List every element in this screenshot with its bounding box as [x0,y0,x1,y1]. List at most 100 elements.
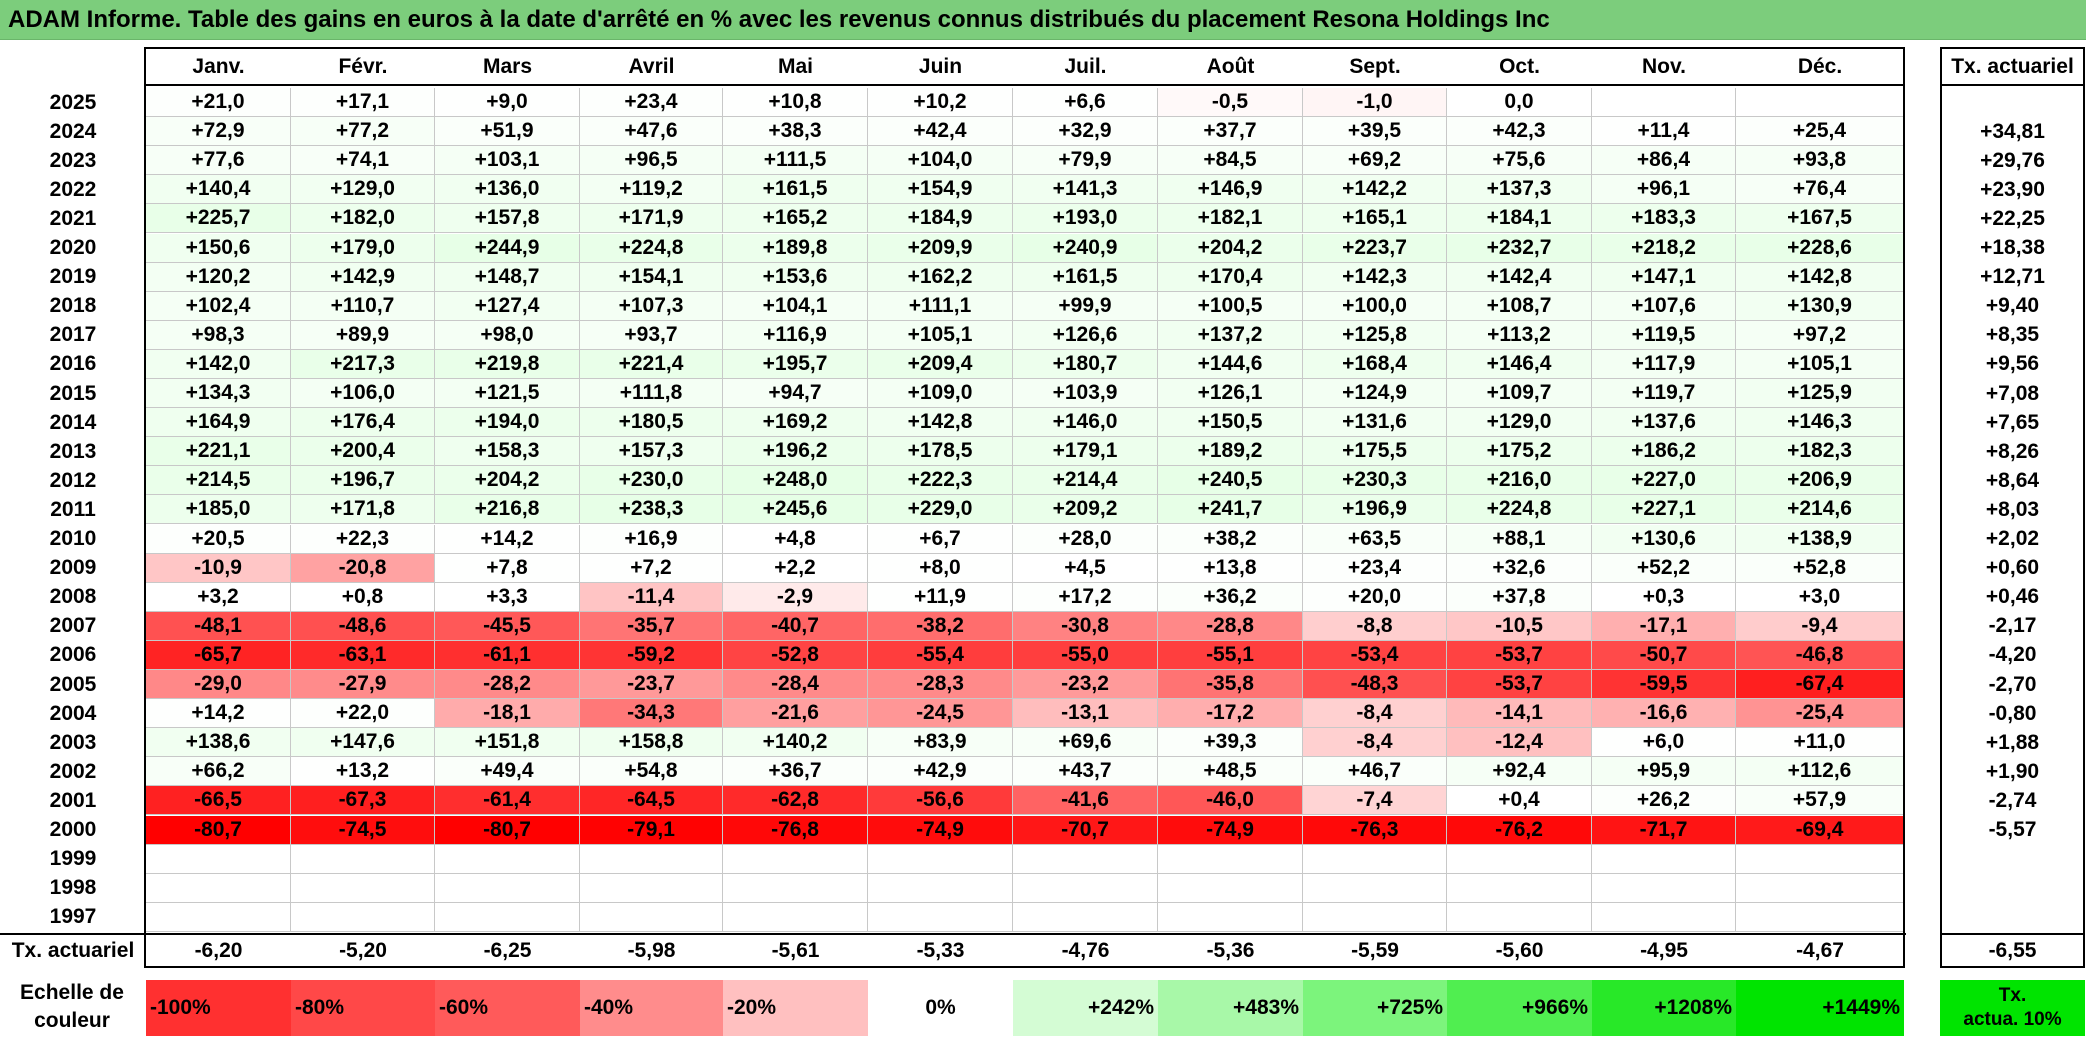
gain-cell: +43,7 [1013,757,1158,787]
gain-cell: +240,5 [1158,466,1303,496]
rate-cell: +8,64 [1985,468,2040,492]
footer-rate-cell: -5,20 [339,939,387,962]
gain-cell: +196,9 [1303,495,1447,525]
gain-cell [146,873,291,903]
gain-cell: -67,3 [291,786,435,816]
gain-cell: +13,8 [1158,553,1303,583]
gain-cell: +125,9 [1736,379,1904,409]
gain-cell: +116,9 [723,320,868,350]
gain-cell: +244,9 [435,233,580,263]
gain-cell: +100,5 [1158,291,1303,321]
gain-cell: +84,5 [1158,146,1303,176]
color-scale-cell: -80% [291,980,435,1036]
gain-cell: +36,2 [1158,582,1303,612]
gain-cell: +3,2 [146,582,291,612]
gain-cell: +98,3 [146,320,291,350]
gain-cell: +111,5 [723,146,868,176]
gain-cell: +48,5 [1158,757,1303,787]
gain-cell: +72,9 [146,117,291,147]
gain-cell: +206,9 [1736,466,1904,496]
gain-cell: -8,4 [1303,728,1447,758]
gain-cell: +119,7 [1592,379,1736,409]
gain-cell: +129,0 [1447,408,1592,438]
gain-cell: -38,2 [868,611,1013,641]
gain-cell: -14,1 [1447,699,1592,729]
gain-cell: +217,3 [291,349,435,379]
gain-cell: -76,3 [1303,815,1447,845]
year-label: 2022 [49,177,97,201]
gain-cell: +224,8 [580,233,723,263]
gain-cell: +196,2 [723,437,868,467]
gain-cell: +89,9 [291,320,435,350]
gain-cell: +137,3 [1447,175,1592,205]
gain-cell [1303,844,1447,874]
gain-cell [146,844,291,874]
footer-rate-cell: -4,76 [1061,939,1110,962]
gain-cell: -50,7 [1592,640,1736,670]
month-header: Janv. [192,54,245,78]
gain-cell: +241,7 [1158,495,1303,525]
gain-cell: +51,9 [435,117,580,147]
gain-cell: +228,6 [1736,233,1904,263]
gain-cell: -10,9 [146,553,291,583]
gain-cell: +129,0 [291,175,435,205]
gain-cell: +175,5 [1303,437,1447,467]
gain-cell: +37,7 [1158,117,1303,147]
gain-cell: -35,7 [580,611,723,641]
gain-cell [1592,873,1736,903]
gain-cell: +57,9 [1736,786,1904,816]
gain-cell: +125,8 [1303,320,1447,350]
gain-cell: +179,1 [1013,437,1158,467]
gain-cell: +94,7 [723,379,868,409]
year-label: 2018 [49,294,97,318]
gain-cell: +39,3 [1158,728,1303,758]
gain-cell: +99,9 [1013,291,1158,321]
footer-rate-cell: -4,95 [1640,939,1688,962]
gain-cell: +77,6 [146,146,291,176]
color-scale-label: Echelle de couleur [0,978,144,1036]
gain-cell: -80,7 [435,815,580,845]
year-label: 2015 [49,381,97,405]
gain-cell: +100,0 [1303,291,1447,321]
gain-cell: +130,6 [1592,524,1736,554]
gain-cell: +168,4 [1303,349,1447,379]
year-label: 2011 [50,497,96,521]
gain-cell: +105,1 [1736,349,1904,379]
gain-cell: +227,1 [1592,495,1736,525]
color-scale-cell: +725% [1303,980,1447,1036]
gain-cell: +150,5 [1158,408,1303,438]
gain-cell: +126,6 [1013,320,1158,350]
gain-cell: -65,7 [146,640,291,670]
gain-cell: +230,3 [1303,466,1447,496]
gain-cell: +46,7 [1303,757,1447,787]
gain-cell: -28,2 [435,670,580,700]
rate-scale-cell: Tx. actua. 10% [1940,980,2085,1036]
gain-cell: +182,0 [291,204,435,234]
gain-cell: -52,8 [723,640,868,670]
year-label: 2023 [49,148,97,172]
gain-cell: +224,8 [1447,495,1592,525]
gain-cell: -2,9 [723,582,868,612]
rate-cell: -0,80 [1988,701,2037,725]
gain-cell [1736,88,1904,118]
gain-cell: -74,9 [868,815,1013,845]
gain-cell [580,902,723,932]
gain-cell [1013,902,1158,932]
gain-cell: +110,7 [291,291,435,321]
month-header: Nov. [1642,54,1686,78]
gain-cell: +214,6 [1736,495,1904,525]
year-label: 2009 [49,556,97,580]
month-header: Août [1206,54,1255,78]
gain-cell: +193,0 [1013,204,1158,234]
gain-cell: +107,3 [580,291,723,321]
year-label: 2013 [49,439,97,463]
gain-cell: -1,0 [1303,88,1447,118]
gain-cell: +10,2 [868,88,1013,118]
gain-cell: +21,0 [146,88,291,118]
gain-cell: +138,9 [1736,524,1904,554]
gain-cell: +186,2 [1592,437,1736,467]
gain-cell: +248,0 [723,466,868,496]
rate-cell: +29,76 [1980,148,2045,172]
gain-cell: +96,5 [580,146,723,176]
footer-rate-cell: -5,59 [1351,939,1399,962]
